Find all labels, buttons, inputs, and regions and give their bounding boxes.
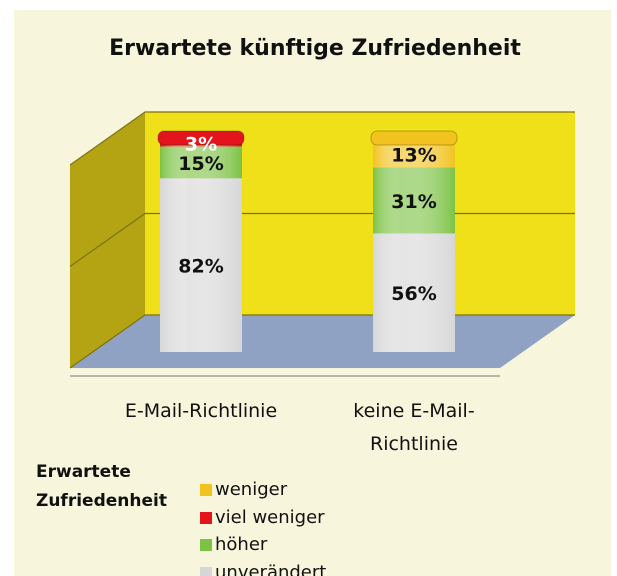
bar-shade [160, 146, 242, 179]
legend-swatch [200, 539, 212, 551]
legend-item: weniger [200, 480, 287, 500]
bar-cap [370, 130, 458, 146]
legend-swatch [200, 484, 212, 496]
legend-label: höher [215, 534, 268, 555]
legend-item: höher [200, 535, 267, 555]
chart-title: Erwartete künftige Zufriedenheit [109, 36, 521, 61]
legend-label: viel weniger [215, 506, 325, 528]
legend-item: viel weniger [200, 506, 325, 528]
x-tick-label: keine E-Mail-Richtlinie [353, 400, 475, 455]
legend-swatch [200, 511, 212, 524]
legend-label: weniger [215, 479, 288, 500]
data-label: 31% [391, 191, 436, 213]
data-label: 3% [185, 134, 217, 156]
legend-label: unverändert [215, 561, 327, 576]
grid-line [69, 111, 575, 166]
bar-shade [373, 233, 455, 352]
x-tick-label: E-Mail-Richtlinie [124, 400, 278, 422]
bar-cap [157, 130, 245, 146]
data-label: 15% [178, 153, 223, 175]
data-label: 82% [178, 256, 223, 278]
data-label: 56% [391, 283, 436, 305]
bar-shade [160, 178, 242, 352]
legend-swatch [200, 566, 212, 576]
legend-item: unverändert [200, 561, 327, 576]
data-label: 13% [391, 144, 436, 166]
floor [70, 315, 575, 368]
legend-title: Erwartete Zufriedenheit [36, 462, 167, 511]
bar-shade [373, 167, 455, 234]
